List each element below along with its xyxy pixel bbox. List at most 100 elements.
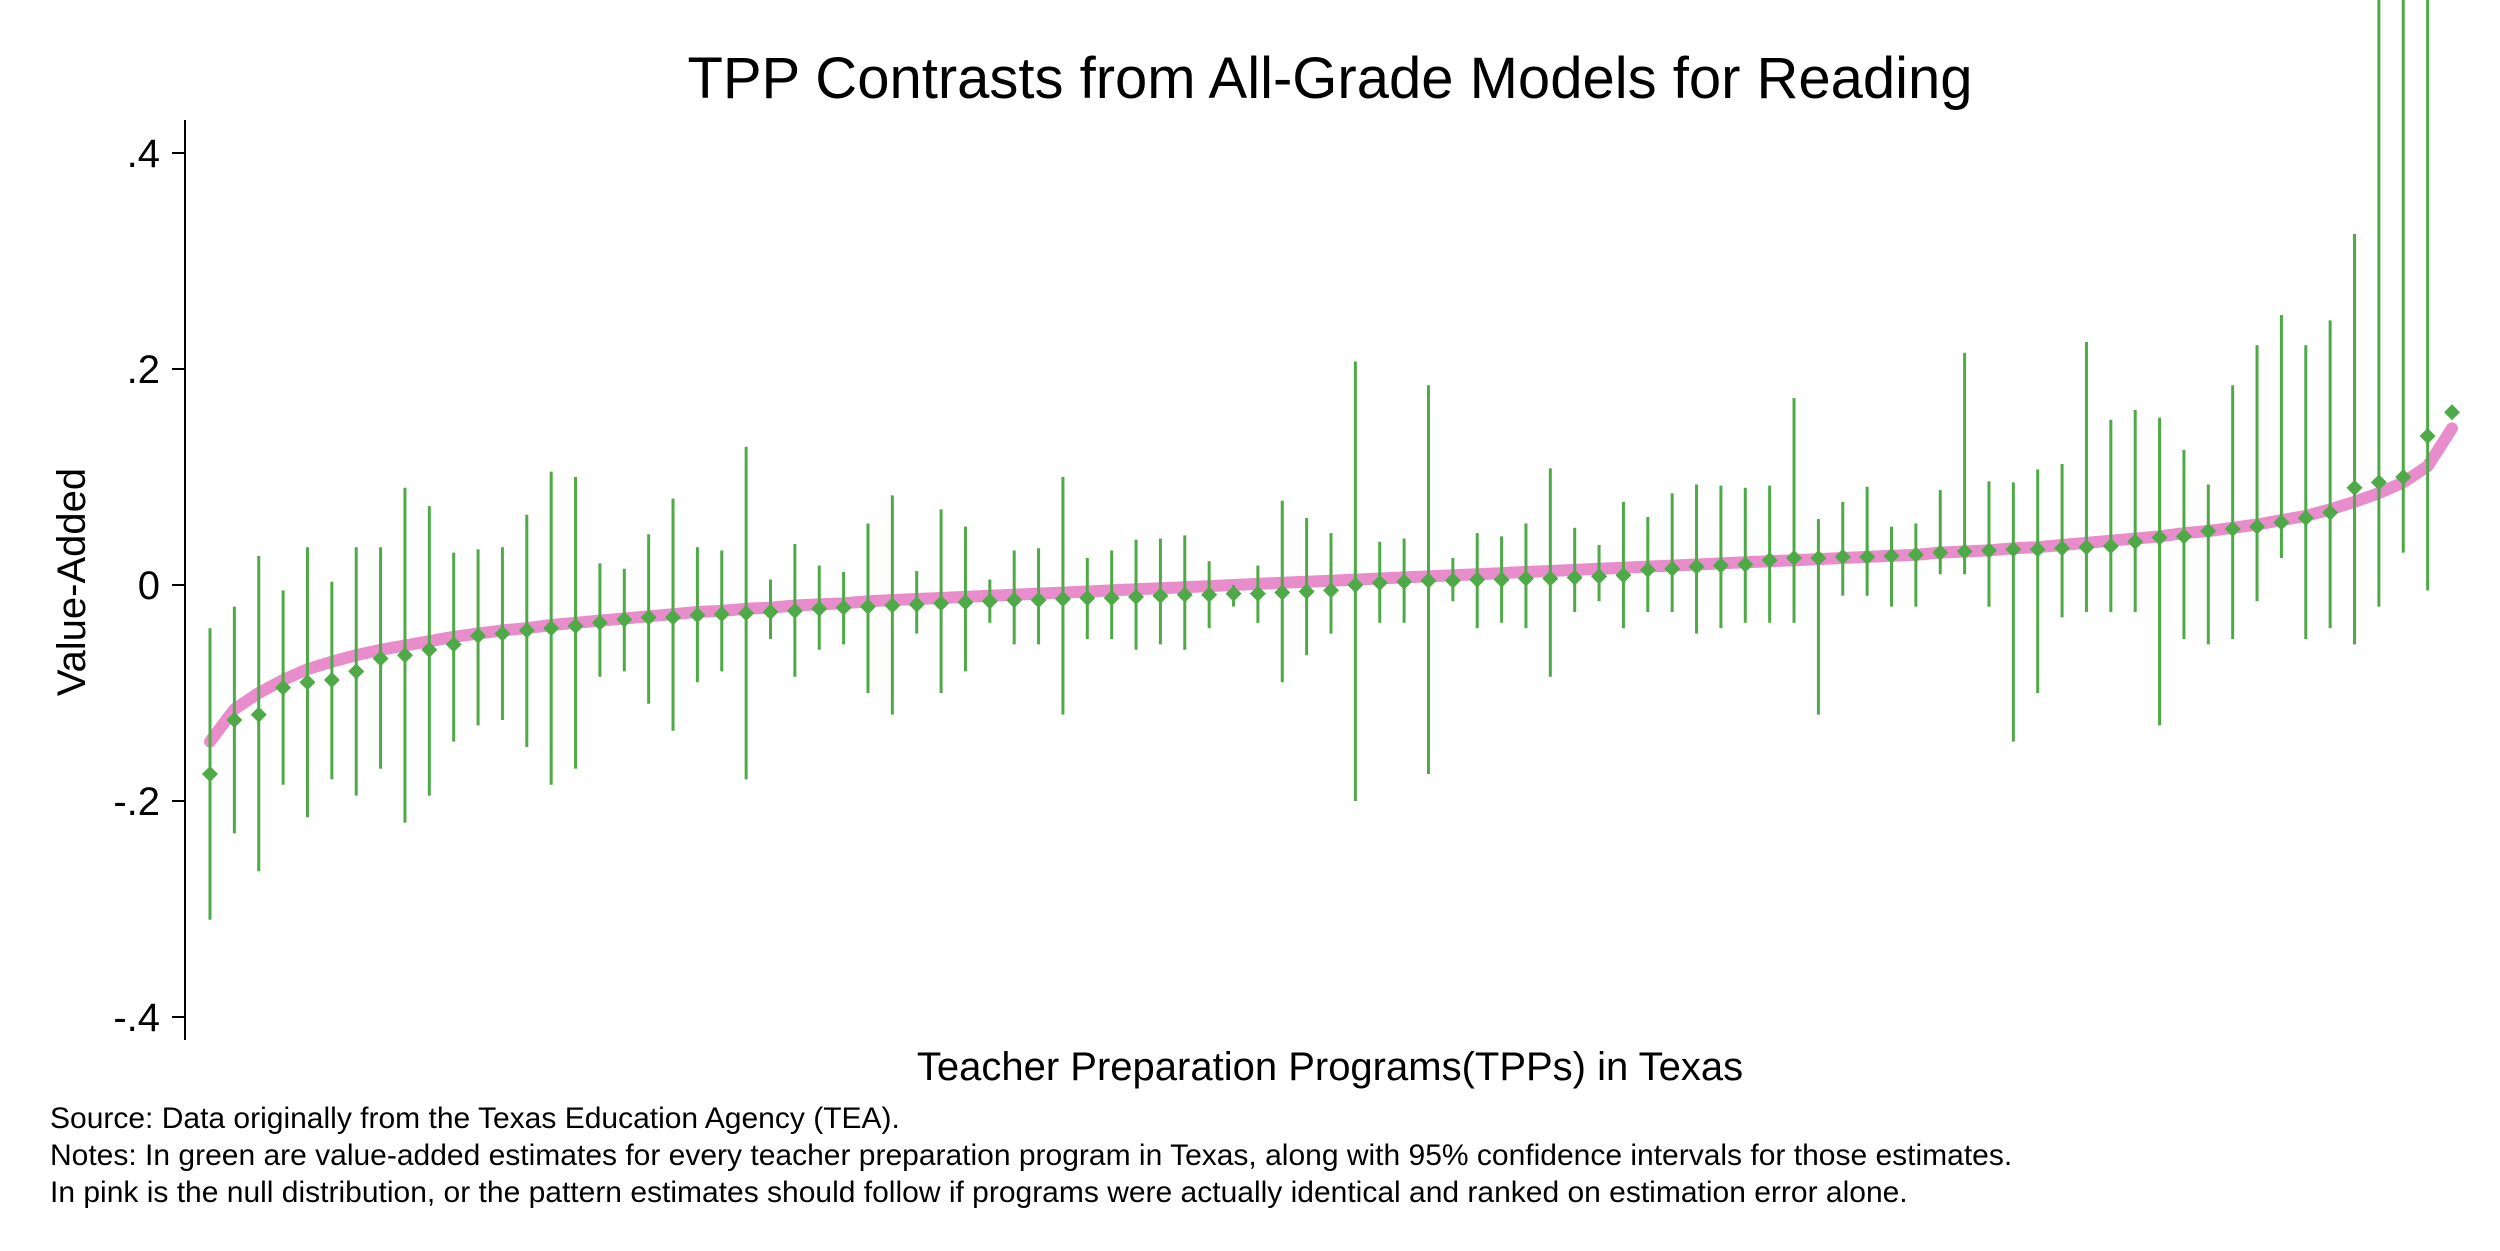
estimate-point — [275, 679, 292, 696]
estimate-point — [2224, 520, 2241, 537]
notes-line-2: In pink is the null distribution, or the… — [50, 1176, 1908, 1209]
y-ticks: .4 .2 0 -.2 -.4 — [113, 132, 185, 1040]
source-note: Source: Data originally from the Texas E… — [50, 1102, 900, 1135]
estimate-point — [1712, 557, 1729, 574]
estimate-point — [1517, 570, 1534, 587]
estimate-point — [226, 712, 243, 728]
estimate-point — [762, 604, 779, 620]
estimate-point — [396, 647, 413, 664]
estimate-point — [2444, 404, 2460, 421]
estimate-point — [713, 606, 730, 623]
estimate-point — [1469, 571, 1486, 588]
estimate-point — [981, 593, 998, 610]
estimate-point — [1980, 542, 1997, 559]
estimate-point — [1225, 585, 1242, 602]
estimate-point — [2151, 529, 2168, 546]
estimate-point — [2054, 540, 2071, 557]
x-axis-label: Teacher Preparation Programs(TPPs) in Te… — [917, 1045, 1743, 1089]
estimate-point — [1371, 574, 1388, 591]
estimate-point — [1176, 586, 1193, 603]
estimate-point — [1737, 556, 1754, 573]
estimate-point — [640, 609, 657, 626]
estimate-point — [665, 609, 682, 626]
estimate-point — [1566, 569, 1583, 586]
estimate-point — [2102, 538, 2119, 555]
estimate-point — [202, 766, 218, 782]
estimate-point — [2322, 504, 2339, 521]
y-axis-label: Value-Added — [50, 468, 94, 696]
estimate-point — [1932, 544, 1949, 561]
estimate-point — [518, 622, 535, 639]
estimate-point — [2346, 479, 2363, 496]
estimate-point — [1688, 558, 1705, 575]
estimate-point — [1323, 582, 1339, 599]
estimate-point — [372, 650, 389, 667]
y-tick-label: .4 — [127, 132, 160, 176]
estimate-point — [1542, 570, 1559, 587]
estimate-point — [1420, 572, 1437, 589]
estimate-point — [2005, 541, 2022, 558]
estimate-point — [689, 607, 706, 624]
estimate-point — [1956, 543, 1973, 560]
y-tick-label: -.2 — [113, 780, 160, 824]
estimate-point — [1786, 550, 1803, 566]
estimate-point — [470, 627, 487, 644]
y-tick-label: 0 — [138, 564, 160, 608]
estimate-point — [1615, 567, 1632, 584]
confidence-intervals — [208, 0, 2430, 920]
estimate-point — [2029, 541, 2046, 558]
estimate-point — [1883, 547, 1900, 564]
estimate-point — [835, 599, 852, 616]
estimate-point — [1030, 592, 1047, 609]
estimate-point — [494, 625, 511, 642]
estimate-point — [2249, 518, 2266, 535]
estimate-point — [348, 663, 365, 680]
estimate-point — [2175, 528, 2192, 545]
estimate-point — [299, 674, 316, 691]
estimate-point — [1834, 548, 1851, 565]
estimate-point — [811, 600, 828, 617]
estimate-point — [567, 618, 584, 635]
estimate-point — [1859, 548, 1876, 565]
estimate-point — [1274, 584, 1291, 601]
estimate-point — [1639, 561, 1656, 578]
estimate-point — [2127, 533, 2144, 550]
chart-title: TPP Contrasts from All-Grade Models for … — [687, 46, 1972, 111]
estimate-point — [933, 595, 950, 612]
estimate-point — [1201, 586, 1218, 603]
estimate-point — [884, 597, 901, 614]
estimate-point — [543, 620, 560, 637]
estimate-point — [421, 641, 438, 658]
estimate-point — [1006, 592, 1023, 609]
estimate-point — [1128, 588, 1145, 605]
estimate-point — [250, 706, 267, 723]
estimate-point — [957, 594, 974, 611]
estimate-point — [1249, 585, 1266, 602]
estimate-point — [738, 605, 755, 622]
estimate-point — [1444, 572, 1461, 589]
estimate-point — [445, 636, 462, 653]
estimate-point — [2370, 474, 2387, 491]
estimate-point — [1591, 568, 1608, 585]
estimate-point — [1079, 589, 1096, 606]
estimate-point — [591, 614, 608, 631]
estimate-point — [2078, 539, 2095, 556]
estimate-point — [2273, 514, 2290, 531]
estimate-point — [2395, 469, 2412, 485]
estimate-point — [1103, 589, 1120, 606]
estimate-point — [908, 596, 925, 613]
estimate-point — [1396, 573, 1413, 590]
estimate-point — [1761, 552, 1778, 569]
estimate-point — [616, 611, 633, 628]
estimate-point — [1493, 571, 1510, 588]
estimate-point — [323, 672, 340, 689]
estimate-point — [1810, 550, 1827, 566]
estimate-point — [1152, 587, 1169, 604]
estimate-points — [202, 404, 2460, 782]
estimate-point — [1664, 560, 1681, 577]
estimate-point — [2419, 427, 2436, 444]
estimate-point — [2297, 510, 2314, 527]
estimate-point — [2200, 523, 2217, 539]
estimate-point — [859, 598, 876, 615]
